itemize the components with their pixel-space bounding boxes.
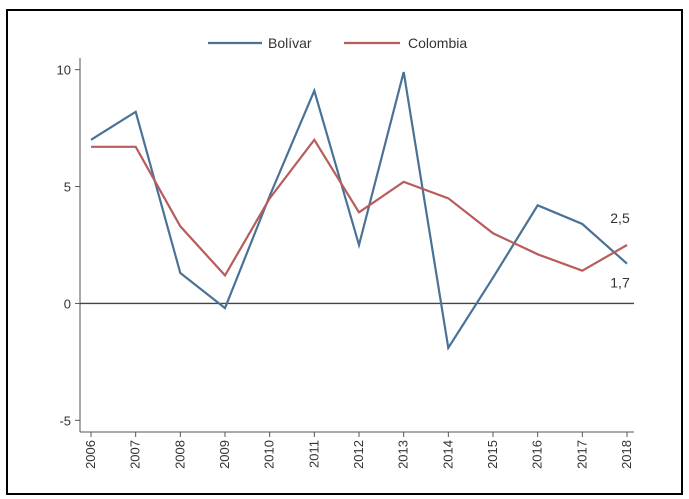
x-tick-label: 2010 [262,440,277,469]
x-tick-label: 2017 [574,440,589,469]
x-tick-label: 2006 [83,440,98,469]
x-tick-label: 2014 [440,440,455,469]
axes: 10 5 0 -5 2006 2007 2008 2009 2010 2011 2012 2013 20… [57,58,634,469]
x-tick-label: 2012 [351,440,366,469]
y-tick-label: -5 [59,413,71,428]
x-tick-label: 2016 [530,440,545,469]
legend-label: Bolívar [268,35,312,51]
series-lines [90,71,628,351]
annotation-label: 1,7 [610,275,630,291]
x-tick-label: 2009 [217,440,232,469]
x-tick-label: 2015 [485,440,500,469]
x-tick-label: 2008 [172,440,187,469]
x-tick-label: 2018 [619,440,634,469]
series-line-bolívar [90,71,628,351]
x-tick-label: 2011 [306,440,321,468]
y-tick-label: 0 [64,296,71,311]
legend-label: Colombia [408,35,467,51]
x-tick-label: 2007 [128,440,143,469]
y-tick-label: 10 [57,63,71,78]
x-tick-label: 2013 [396,440,411,469]
series-line-colombia [91,137,628,278]
legend: Bolívar Colombia [208,35,467,51]
y-tick-label: 5 [64,180,71,195]
annotations: 2,5 1,7 [610,210,630,291]
annotation-label: 2,5 [610,210,630,226]
chart-frame [6,9,683,495]
